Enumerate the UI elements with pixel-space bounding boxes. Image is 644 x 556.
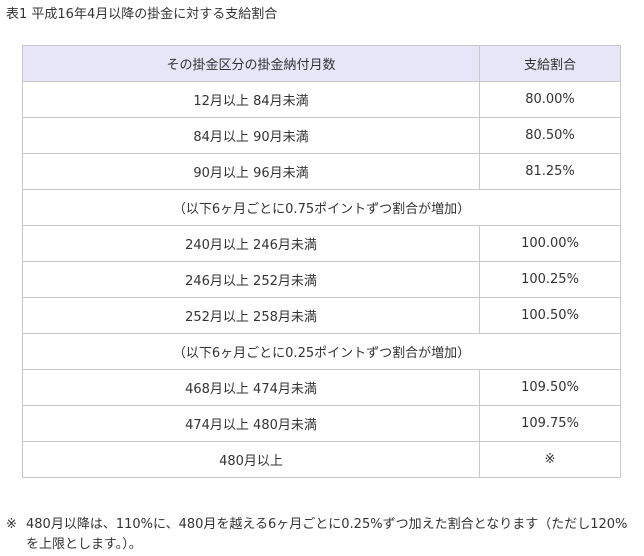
- footnote: ※ 480月以降は、110%に、480月を越える6ヶ月ごとに0.25%ずつ加えた…: [6, 515, 640, 555]
- rate-cell: 80.50%: [479, 117, 621, 154]
- table-row: 252月以上 258月未満 100.50%: [22, 297, 621, 334]
- payment-rate-table: その掛金区分の掛金納付月数 支給割合 12月以上 84月未満 80.00% 84月以…: [22, 45, 621, 478]
- rate-cell: 80.00%: [479, 81, 621, 118]
- table-row: 240月以上 246月未満 100.00%: [22, 225, 621, 262]
- footnote-text: 480月以降は、110%に、480月を越える6ヶ月ごとに0.25%ずつ加えた割合…: [26, 517, 628, 552]
- rate-cell: 100.25%: [479, 261, 621, 298]
- table-body: 12月以上 84月未満 80.00% 84月以上 90月未満 80.50% 90月以上 …: [22, 81, 621, 478]
- footnote-mark: ※: [6, 517, 17, 532]
- header-rate: 支給割合: [479, 45, 621, 82]
- table-header-row: その掛金区分の掛金納付月数 支給割合: [22, 45, 621, 82]
- rate-cell: 100.50%: [479, 297, 621, 334]
- months-range-cell: 474月以上 480月未満: [22, 405, 480, 442]
- months-range-cell: 480月以上: [22, 441, 480, 478]
- rate-cell: ※: [479, 441, 621, 478]
- months-range-cell: 84月以上 90月未満: [22, 117, 480, 154]
- interval-note-cell: （以下6ヶ月ごとに0.75ポイントずつ割合が増加）: [22, 189, 621, 226]
- table-row: 474月以上 480月未満 109.75%: [22, 405, 621, 442]
- table-caption: 表1 平成16年4月以降の掛金に対する支給割合: [6, 7, 278, 22]
- table-row: 12月以上 84月未満 80.00%: [22, 81, 621, 118]
- rate-cell: 109.50%: [479, 369, 621, 406]
- rate-cell: 109.75%: [479, 405, 621, 442]
- interval-note-cell: （以下6ヶ月ごとに0.25ポイントずつ割合が増加）: [22, 333, 621, 370]
- months-range-cell: 246月以上 252月未満: [22, 261, 480, 298]
- rate-cell: 81.25%: [479, 153, 621, 190]
- months-range-cell: 252月以上 258月未満: [22, 297, 480, 334]
- header-months: その掛金区分の掛金納付月数: [22, 45, 480, 82]
- table-row: 246月以上 252月未満 100.25%: [22, 261, 621, 298]
- rate-cell: 100.00%: [479, 225, 621, 262]
- table-row: 480月以上 ※: [22, 441, 621, 478]
- table-row: 84月以上 90月未満 80.50%: [22, 117, 621, 154]
- table-row: 468月以上 474月未満 109.50%: [22, 369, 621, 406]
- months-range-cell: 468月以上 474月未満: [22, 369, 480, 406]
- months-range-cell: 12月以上 84月未満: [22, 81, 480, 118]
- months-range-cell: 90月以上 96月未満: [22, 153, 480, 190]
- table-row: （以下6ヶ月ごとに0.25ポイントずつ割合が増加）: [22, 333, 621, 370]
- table-row: 90月以上 96月未満 81.25%: [22, 153, 621, 190]
- table-row: （以下6ヶ月ごとに0.75ポイントずつ割合が増加）: [22, 189, 621, 226]
- months-range-cell: 240月以上 246月未満: [22, 225, 480, 262]
